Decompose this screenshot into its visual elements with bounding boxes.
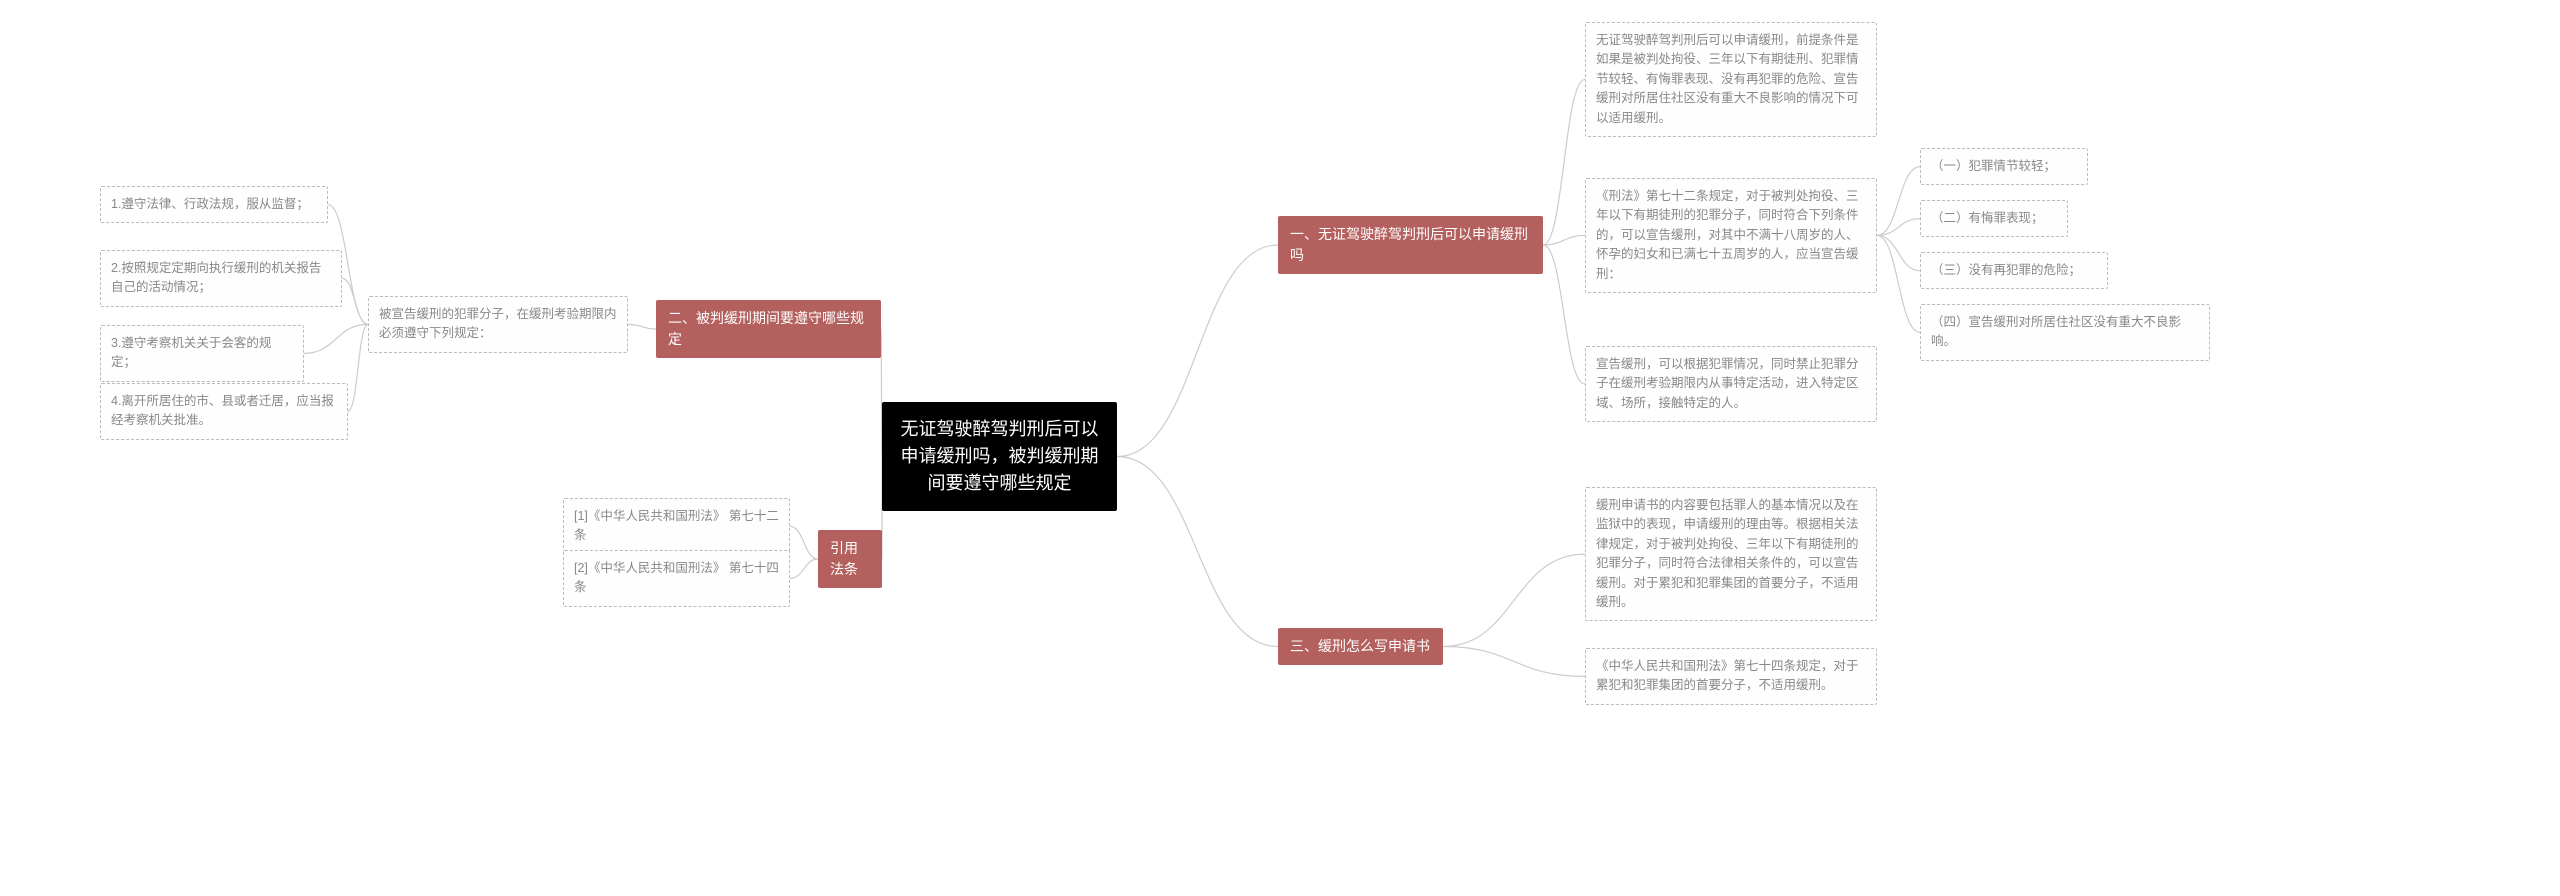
leaf-b1-2: 《刑法》第七十二条规定，对于被判处拘役、三年以下有期徒刑的犯罪分子，同时符合下列… [1585, 178, 1877, 293]
branch-4: 引用法条 [818, 530, 882, 588]
leaf-b2-1-sub2: 2.按照规定定期向执行缓刑的机关报告自己的活动情况； [100, 250, 342, 307]
leaf-b1-2-sub3: （三）没有再犯罪的危险； [1920, 252, 2108, 289]
leaf-b2-1: 被宣告缓刑的犯罪分子，在缓刑考验期限内必须遵守下列规定： [368, 296, 628, 353]
branch-1: 一、无证驾驶醉驾判刑后可以申请缓刑吗 [1278, 216, 1543, 274]
branch-2: 二、被判缓刑期间要遵守哪些规定 [656, 300, 881, 358]
branch-3: 三、缓刑怎么写申请书 [1278, 628, 1443, 665]
leaf-b2-1-sub3: 3.遵守考察机关关于会客的规定； [100, 325, 304, 382]
leaf-b1-2-sub1: （一）犯罪情节较轻； [1920, 148, 2088, 185]
leaf-b2-1-sub4: 4.离开所居住的市、县或者迁居，应当报经考察机关批准。 [100, 383, 348, 440]
leaf-b1-2-sub2: （二）有悔罪表现； [1920, 200, 2068, 237]
leaf-b4-2: [2]《中华人民共和国刑法》 第七十四条 [563, 550, 790, 607]
leaf-b3-2: 《中华人民共和国刑法》第七十四条规定，对于累犯和犯罪集团的首要分子，不适用缓刑。 [1585, 648, 1877, 705]
mindmap-canvas: 无证驾驶醉驾判刑后可以申请缓刑吗，被判缓刑期间要遵守哪些规定 一、无证驾驶醉驾判… [0, 0, 2560, 896]
center-node: 无证驾驶醉驾判刑后可以申请缓刑吗，被判缓刑期间要遵守哪些规定 [882, 402, 1117, 511]
leaf-b1-1: 无证驾驶醉驾判刑后可以申请缓刑，前提条件是如果是被判处拘役、三年以下有期徒刑、犯… [1585, 22, 1877, 137]
leaf-b1-3: 宣告缓刑，可以根据犯罪情况，同时禁止犯罪分子在缓刑考验期限内从事特定活动，进入特… [1585, 346, 1877, 422]
leaf-b4-1: [1]《中华人民共和国刑法》 第七十二条 [563, 498, 790, 555]
leaf-b2-1-sub1: 1.遵守法律、行政法规，服从监督； [100, 186, 328, 223]
leaf-b3-1: 缓刑申请书的内容要包括罪人的基本情况以及在监狱中的表现，申请缓刑的理由等。根据相… [1585, 487, 1877, 621]
leaf-b1-2-sub4: （四）宣告缓刑对所居住社区没有重大不良影响。 [1920, 304, 2210, 361]
connector-layer [0, 0, 2560, 896]
